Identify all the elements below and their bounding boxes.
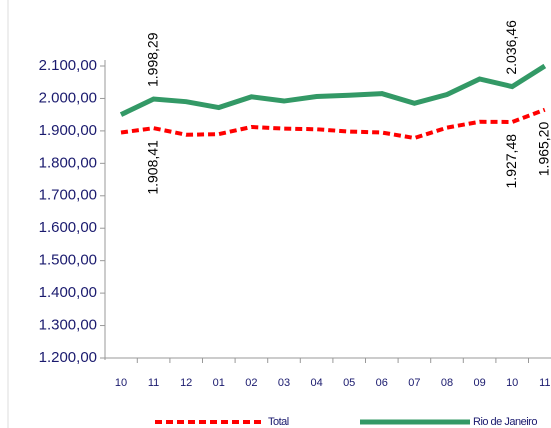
x-tick-label: 01 xyxy=(213,377,225,389)
data-label: 1.998,29 xyxy=(144,32,160,87)
x-tick-label: 02 xyxy=(245,377,257,389)
y-tick-label: 1.500,00 xyxy=(39,252,97,269)
legend-label: Total xyxy=(268,416,289,428)
x-tick-label: 04 xyxy=(310,377,322,389)
x-tick-label: 12 xyxy=(180,377,192,389)
y-tick-label: 1.700,00 xyxy=(39,187,97,204)
y-tick-label: 1.900,00 xyxy=(39,122,97,139)
x-tick-label: 11 xyxy=(539,377,550,389)
data-label: 1.927,48 xyxy=(503,134,519,189)
y-tick-label: 1.600,00 xyxy=(39,219,97,236)
x-tick-label: 06 xyxy=(376,377,388,389)
series-line xyxy=(120,107,546,141)
x-tick-label: 05 xyxy=(343,377,355,389)
y-tick-label: 2.000,00 xyxy=(39,89,97,106)
data-label: 1.908,41 xyxy=(144,140,160,195)
y-tick-label: 1.200,00 xyxy=(39,349,97,366)
x-tick-label: 07 xyxy=(408,377,420,389)
y-tick-label: 1.400,00 xyxy=(39,284,97,301)
y-tick-label: 2.100,00 xyxy=(39,57,97,74)
x-tick-label: 10 xyxy=(115,377,127,389)
series-line xyxy=(119,63,547,117)
x-tick-label: 09 xyxy=(473,377,485,389)
data-label: 1.965,20 xyxy=(536,122,551,177)
y-tick-label: 1.300,00 xyxy=(39,317,97,334)
data-label: 2.036,46 xyxy=(503,20,519,75)
x-tick-label: 08 xyxy=(441,377,453,389)
x-tick-label: 10 xyxy=(506,377,518,389)
x-tick-label: 03 xyxy=(278,377,290,389)
legend-label: Rio de Janeiro xyxy=(473,416,537,428)
y-tick-label: 1.800,00 xyxy=(39,154,97,171)
x-tick-label: 11 xyxy=(148,377,159,389)
